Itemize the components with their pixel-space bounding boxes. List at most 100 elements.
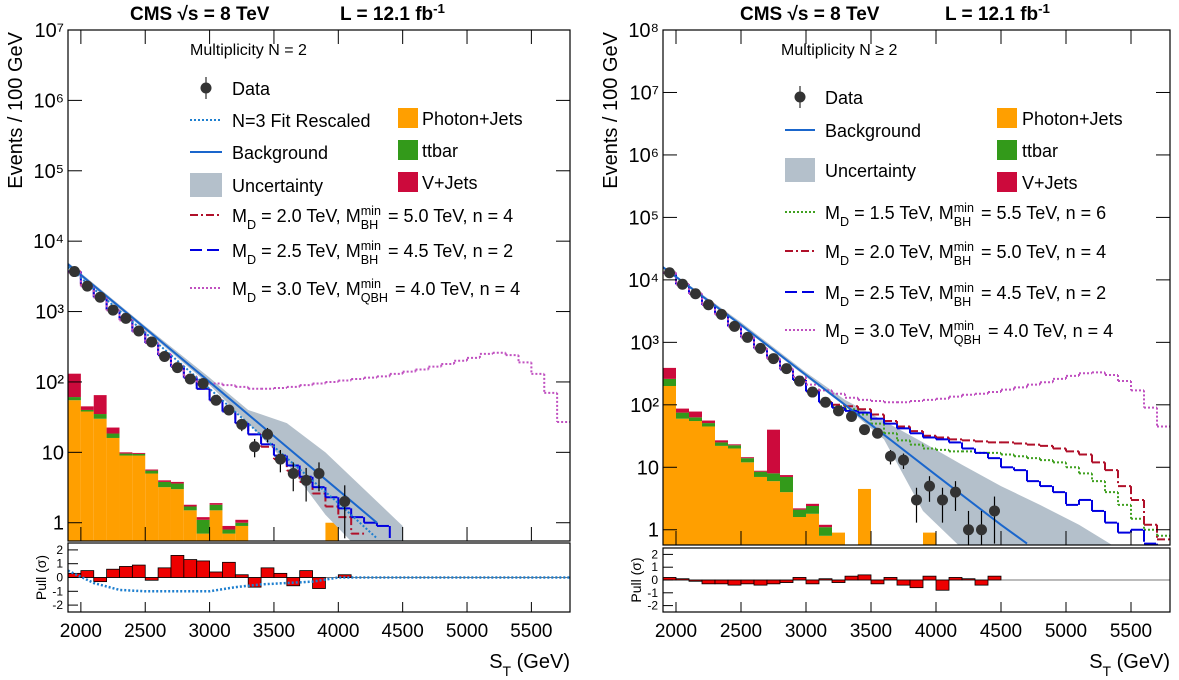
stack-bar [158, 480, 171, 482]
stack-bar [819, 524, 832, 528]
legend-label: V+Jets [422, 173, 478, 193]
stack-bar [715, 442, 728, 446]
legend-symbol [190, 173, 222, 197]
stack-bar [170, 481, 184, 484]
data-point [120, 312, 132, 324]
data-point [133, 325, 145, 337]
x-tick-label: 2500 [720, 621, 762, 642]
stack-bar [767, 473, 780, 482]
pull-bar [987, 575, 1002, 581]
pull-bar [909, 579, 924, 589]
data-point [262, 428, 274, 440]
pull-bar [766, 579, 781, 585]
stack-bar [93, 395, 107, 415]
stack-bar [145, 470, 159, 474]
stack-bar [767, 429, 780, 474]
legend-label: MD = 1.5 TeV, MBHmin = 5.5 TeV, n = 6 [825, 201, 1106, 229]
legend-label: Data [232, 79, 271, 99]
stack-bar [80, 409, 94, 412]
data-point [236, 418, 248, 430]
data-point [963, 524, 974, 536]
y-tick-label: 10⁵ [628, 207, 659, 229]
pull-axis-label: Pull (σ) [33, 555, 49, 600]
stack-bar [663, 367, 676, 379]
legend-symbol [398, 172, 418, 192]
pull-bar [935, 579, 950, 591]
stack-bar [806, 503, 819, 506]
data-point [210, 394, 222, 406]
pull-bar [247, 577, 262, 588]
pull-bar [948, 577, 963, 581]
pull-bar [93, 577, 108, 583]
stack-bar [222, 525, 236, 530]
stack-bar [106, 437, 120, 541]
y-tick-label: 10⁴ [33, 231, 64, 253]
stack-bar [741, 458, 754, 463]
stack-bar [819, 527, 832, 536]
stack-bar [741, 457, 754, 459]
stack-bar [119, 455, 133, 541]
stack-bar [741, 462, 754, 545]
stack-bar [676, 418, 689, 545]
data-point [339, 496, 351, 508]
annotation: Multiplicity N ≥ 2 [781, 42, 897, 59]
line [68, 569, 570, 593]
pull-y-tick-label: 0 [651, 573, 658, 587]
x-tick-label: 4000 [317, 621, 359, 642]
data-point [159, 350, 171, 362]
y-tick-label: 10³ [35, 302, 64, 324]
x-tick-label: 5500 [510, 621, 552, 642]
stack-bar [209, 503, 223, 505]
x-tick-label: 5000 [1045, 621, 1087, 642]
pull-bar [701, 579, 716, 585]
x-tick-label: 3500 [253, 621, 295, 642]
pull-bar [80, 570, 95, 578]
data-point [755, 342, 766, 354]
pull-bar [170, 555, 185, 578]
y-tick-label: 10 [637, 457, 659, 479]
x-tick-label: 3500 [850, 621, 892, 642]
pull-bar [675, 578, 690, 581]
stack-bar [209, 510, 223, 541]
stack-bar [209, 504, 223, 511]
stack-bar [68, 373, 81, 398]
legend-label: MD = 2.0 TeV, MBHmin = 5.0 TeV, n = 4 [232, 204, 513, 232]
data-point [107, 304, 119, 316]
stack-bar [819, 535, 832, 545]
data-point [781, 363, 792, 375]
legend-label: ttbar [422, 141, 458, 161]
legend-label: Photon+Jets [422, 109, 523, 129]
x-tick-label: 3000 [188, 621, 230, 642]
data-point [68, 266, 80, 278]
data-point [911, 494, 922, 506]
stack-bar [663, 386, 676, 545]
legend-symbol [997, 140, 1017, 160]
data-point [859, 424, 870, 436]
data-point [300, 474, 312, 486]
data-point [171, 362, 183, 374]
data-point [846, 410, 857, 422]
pull-axis-label: Pull (σ) [628, 557, 644, 602]
pull-y-tick-label: 2 [651, 547, 658, 561]
data-point [937, 494, 948, 506]
stack-bar [676, 412, 689, 419]
legend-label: Photon+Jets [1022, 109, 1123, 129]
stack-bar [145, 473, 159, 541]
stack-bar [183, 510, 197, 541]
y-tick-label: 10⁶ [34, 90, 64, 112]
pull-bar [896, 579, 911, 586]
pull-bar [974, 579, 989, 586]
pull-bar [883, 577, 898, 581]
legend-symbol [997, 108, 1017, 128]
x-tick-label: 2000 [60, 621, 102, 642]
pull-y-tick-label: -1 [52, 584, 63, 598]
y-tick-label: 10⁵ [33, 161, 64, 183]
stack-bar [793, 508, 806, 510]
stack-bar [80, 411, 94, 541]
legend-label: MD = 3.0 TeV, MQBHmin = 4.0 TeV, n = 4 [825, 319, 1113, 347]
stack-bar [235, 525, 249, 541]
stack-bar [676, 408, 689, 413]
main-plot [68, 262, 570, 541]
stack-bar [325, 522, 339, 541]
